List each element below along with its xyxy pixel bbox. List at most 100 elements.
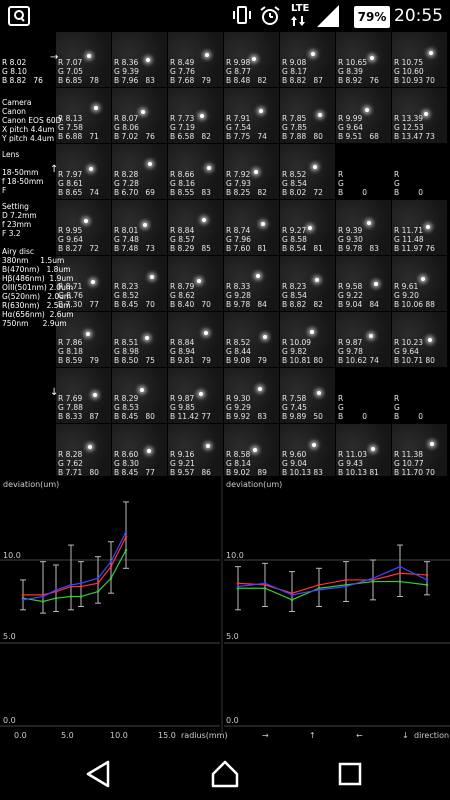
side-info-row0: R 8.02 G 8.10 B 8.82 76 (2, 58, 43, 85)
cell-values: R 10.65 G 8.39 B 8.92 76 (338, 58, 379, 85)
star-point (94, 106, 98, 110)
x-tick-0: 0.0 (14, 731, 27, 740)
dir-tick-up: ↑ (309, 731, 316, 740)
cell-values: R 10.09 G 9.82 B 10.81 80 (282, 338, 323, 365)
data-point (41, 600, 45, 603)
star-point (91, 280, 95, 284)
data-point (96, 576, 100, 580)
series-line (22, 549, 127, 603)
data-point (398, 565, 402, 568)
data-point (263, 581, 267, 585)
cell-values: R 9.30 G 9.29 B 9.92 83 (226, 394, 267, 421)
star-cell: R 8.84 G 8.57 B 8.29 85 (168, 200, 223, 255)
deviation-charts: deviation(um) deviation(um) 10.0 5.0 0.0… (0, 476, 450, 746)
star-point (141, 110, 145, 114)
direction-arrow-up: ↑ (50, 164, 59, 175)
series-line (22, 531, 127, 601)
cell-values: R 7.58 G 7.45 B 9.89 50 (282, 394, 323, 421)
dir-tick-down: ↓ (402, 731, 409, 740)
vibrate-icon (233, 6, 251, 24)
cell-values: R 8.74 G 7.96 B 7.60 81 (226, 226, 267, 253)
star-cell: R 10.75 G 10.60 B 10.93 70 (392, 32, 447, 87)
star-cell: R 9.87 G 9.85 B 11.42 77 (168, 368, 223, 423)
star-point (371, 447, 375, 451)
star-cell: R 8.01 G 7.48 B 7.48 73 (112, 200, 167, 255)
recents-button[interactable] (332, 756, 368, 792)
data-point (21, 598, 25, 602)
star-cell: R 9.39 G 9.30 B 9.78 83 (336, 200, 391, 255)
data-point (21, 593, 25, 597)
star-cell: R 11.71 G 11.48 B 11.97 76 (392, 200, 447, 255)
cell-values: R 9.87 G 9.85 B 11.42 77 (170, 394, 211, 421)
star-point (426, 225, 430, 229)
home-button[interactable] (207, 756, 243, 792)
cell-values: R 8.36 G 9.39 B 7.96 83 (114, 58, 155, 85)
network-type: LTE (291, 3, 310, 14)
side-info-lens: Lens 18-50mm f 18-50mm F (2, 150, 44, 195)
star-point (252, 57, 256, 61)
cell-values: R G B 0 (394, 170, 423, 197)
star-point (259, 109, 263, 113)
star-point (365, 108, 369, 112)
direction-arrow-right: → (50, 52, 59, 63)
data-point (344, 578, 348, 582)
star-cell: R 8.36 G 9.39 B 7.96 83 (112, 32, 167, 87)
star-cell: R 8.28 G 7.62 B 7.71 80 (56, 424, 111, 479)
data-point (109, 576, 113, 580)
star-cell: R 7.58 G 7.45 B 9.89 50 (280, 368, 335, 423)
cell-values: R 8.79 G 8.62 B 8.40 70 (170, 282, 211, 309)
star-point (310, 330, 314, 334)
data-point (425, 573, 429, 577)
data-point (124, 530, 128, 534)
data-point (79, 585, 83, 588)
star-point (197, 279, 201, 283)
star-cell: R 7.91 G 7.54 B 7.75 74 (224, 88, 279, 143)
star-point (429, 51, 433, 55)
star-cell: R 10.09 G 9.82 B 10.81 80 (280, 312, 335, 367)
cell-values: R 10.23 G 9.64 B 10.71 80 (394, 338, 435, 365)
right-chart-ylabel: deviation(um) (226, 480, 282, 489)
star-point (318, 113, 322, 117)
cell-values: R 9.39 G 9.30 B 9.78 83 (338, 226, 379, 253)
back-button[interactable] (82, 756, 118, 792)
cell-values: R 9.16 G 9.21 B 9.57 86 (170, 450, 211, 477)
star-point (207, 166, 211, 170)
star-cell: R 9.16 G 9.21 B 9.57 86 (168, 424, 223, 479)
direction-arrow-down: ↓ (50, 387, 59, 398)
star-point (202, 218, 206, 222)
cell-values: R 8.29 G 8.53 B 8.45 80 (114, 394, 155, 421)
dir-tick-left: ← (356, 731, 363, 740)
data-point (263, 586, 267, 590)
alarm-icon (260, 6, 280, 25)
star-cell: R 8.71 G 8.76 B 7.30 77 (56, 256, 111, 311)
star-point (367, 221, 371, 225)
star-cell: R 13.39 G 12.53 B 13.47 73 (392, 88, 447, 143)
star-cell: R 8.60 G 8.30 B 8.45 77 (112, 424, 167, 479)
y-tick-0-right: 0.0 (226, 716, 239, 725)
star-point (254, 170, 258, 174)
cell-values: R 11.03 G 9.43 B 10.13 81 (338, 450, 379, 477)
cell-values: R 13.39 G 12.53 B 13.47 73 (394, 114, 435, 141)
y-tick-0-left: 0.0 (3, 716, 16, 725)
star-cell: R 9.95 G 9.64 B 8.27 72 (56, 200, 111, 255)
star-cell: R 8.13 G 7.58 B 6.88 71 (56, 88, 111, 143)
series-line (23, 536, 127, 596)
star-cell: R 7.69 G 7.88 B 8.33 87 (56, 368, 111, 423)
cell-values: R 7.97 G 8.61 B 8.65 74 (58, 170, 99, 197)
battery-indicator: 79% (354, 6, 390, 28)
data-point (425, 578, 429, 582)
side-info-camera: Camera Canon Canon EOS 60D X pitch 4.4um… (2, 98, 62, 143)
cell-values: R 8.60 G 8.30 B 8.45 77 (114, 450, 155, 477)
cell-values: R 8.07 G 8.06 B 7.02 76 (114, 114, 155, 141)
cell-values: R G B 0 (338, 170, 367, 197)
star-cell: R 9.58 G 9.22 B 9.04 84 (336, 256, 391, 311)
star-point (312, 443, 316, 447)
star-point (89, 167, 93, 171)
cell-values: R 8.52 G 8.44 B 9.08 79 (226, 338, 267, 365)
cell-values: R 7.92 G 7.93 B 8.25 82 (226, 170, 267, 197)
star-cell: R 8.23 G 8.54 B 8.82 82 (280, 256, 335, 311)
cell-values: R 8.01 G 7.48 B 7.48 73 (114, 226, 155, 253)
data-point (96, 590, 100, 593)
star-cell: R G B 0 (392, 144, 447, 199)
star-point (311, 52, 315, 56)
